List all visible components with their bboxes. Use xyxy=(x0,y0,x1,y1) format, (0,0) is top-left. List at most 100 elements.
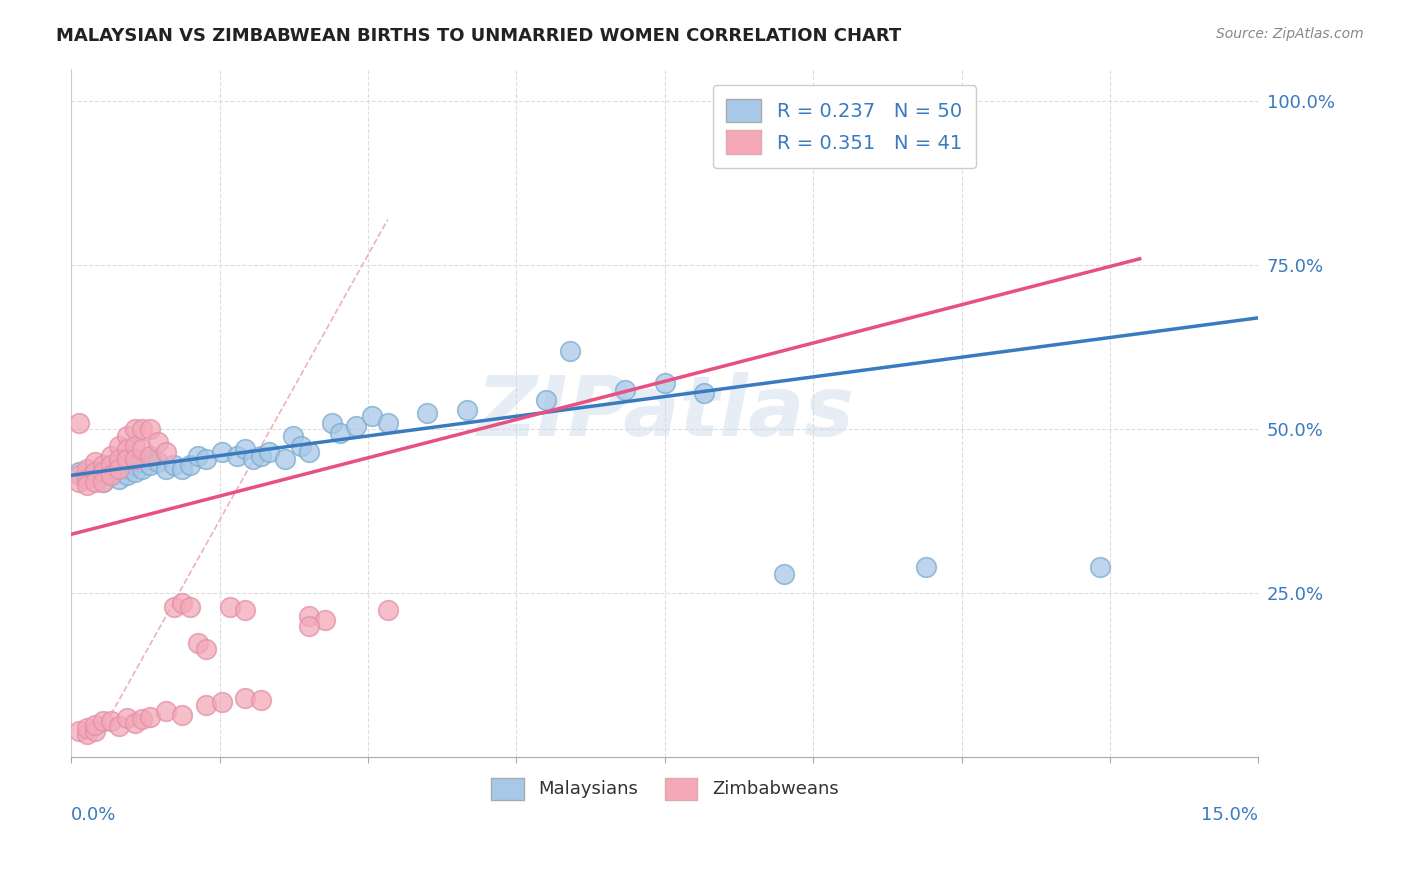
Point xyxy=(242,451,264,466)
Point xyxy=(377,603,399,617)
Point xyxy=(226,449,249,463)
Point xyxy=(139,422,162,436)
Point xyxy=(361,409,384,424)
Point xyxy=(91,465,114,479)
Point xyxy=(148,455,170,469)
Point xyxy=(558,343,581,358)
Point xyxy=(115,429,138,443)
Point xyxy=(155,445,177,459)
Point xyxy=(693,386,716,401)
Point xyxy=(211,445,233,459)
Point xyxy=(1088,560,1111,574)
Point xyxy=(139,710,162,724)
Point xyxy=(115,461,138,475)
Point xyxy=(915,560,938,574)
Point xyxy=(534,392,557,407)
Point xyxy=(187,449,209,463)
Point xyxy=(298,619,321,633)
Point xyxy=(124,422,146,436)
Point xyxy=(257,445,280,459)
Point xyxy=(115,442,138,456)
Point xyxy=(100,449,122,463)
Legend: Malaysians, Zimbabweans: Malaysians, Zimbabweans xyxy=(481,767,849,810)
Point xyxy=(91,475,114,489)
Point xyxy=(416,406,439,420)
Point xyxy=(235,442,257,456)
Point xyxy=(115,468,138,483)
Point xyxy=(170,707,193,722)
Point xyxy=(250,449,273,463)
Point xyxy=(139,451,162,466)
Point xyxy=(614,383,637,397)
Point xyxy=(187,635,209,649)
Point xyxy=(321,416,343,430)
Point xyxy=(298,609,321,624)
Text: Source: ZipAtlas.com: Source: ZipAtlas.com xyxy=(1216,27,1364,41)
Point xyxy=(76,721,98,735)
Point xyxy=(91,714,114,729)
Text: 0.0%: 0.0% xyxy=(72,805,117,823)
Point xyxy=(100,468,122,483)
Point xyxy=(124,465,146,479)
Point xyxy=(281,429,304,443)
Point xyxy=(100,714,122,729)
Point xyxy=(314,613,336,627)
Point xyxy=(170,461,193,475)
Text: 15.0%: 15.0% xyxy=(1201,805,1258,823)
Point xyxy=(84,455,107,469)
Point xyxy=(124,716,146,731)
Point xyxy=(91,461,114,475)
Point xyxy=(91,458,114,473)
Text: ZIPatlas: ZIPatlas xyxy=(475,373,853,453)
Point xyxy=(107,458,129,473)
Point xyxy=(124,458,146,473)
Point xyxy=(76,727,98,741)
Point xyxy=(84,475,107,489)
Point xyxy=(148,435,170,450)
Point xyxy=(84,465,107,479)
Point xyxy=(100,458,122,473)
Point xyxy=(163,599,186,614)
Point xyxy=(115,451,138,466)
Text: MALAYSIAN VS ZIMBABWEAN BIRTHS TO UNMARRIED WOMEN CORRELATION CHART: MALAYSIAN VS ZIMBABWEAN BIRTHS TO UNMARR… xyxy=(56,27,901,45)
Point xyxy=(377,416,399,430)
Point xyxy=(211,695,233,709)
Point xyxy=(67,468,90,483)
Point xyxy=(250,692,273,706)
Point xyxy=(76,461,98,475)
Point xyxy=(772,566,794,581)
Point xyxy=(107,472,129,486)
Point xyxy=(274,451,297,466)
Point xyxy=(84,717,107,731)
Point xyxy=(67,416,90,430)
Point xyxy=(84,468,107,483)
Point xyxy=(155,461,177,475)
Point xyxy=(155,705,177,719)
Point xyxy=(344,419,367,434)
Point xyxy=(194,698,217,712)
Point xyxy=(107,439,129,453)
Point xyxy=(235,691,257,706)
Point xyxy=(131,712,153,726)
Point xyxy=(131,422,153,436)
Point xyxy=(131,461,153,475)
Point xyxy=(67,465,90,479)
Point xyxy=(107,451,129,466)
Point xyxy=(84,465,107,479)
Point xyxy=(456,402,478,417)
Point xyxy=(107,461,129,475)
Point xyxy=(235,603,257,617)
Point xyxy=(139,449,162,463)
Point xyxy=(91,475,114,489)
Point xyxy=(76,472,98,486)
Point xyxy=(163,458,186,473)
Point xyxy=(76,478,98,492)
Point xyxy=(179,599,201,614)
Point xyxy=(298,445,321,459)
Point xyxy=(115,711,138,725)
Point xyxy=(84,724,107,739)
Point xyxy=(100,465,122,479)
Point xyxy=(131,442,153,456)
Point xyxy=(131,455,153,469)
Point xyxy=(170,596,193,610)
